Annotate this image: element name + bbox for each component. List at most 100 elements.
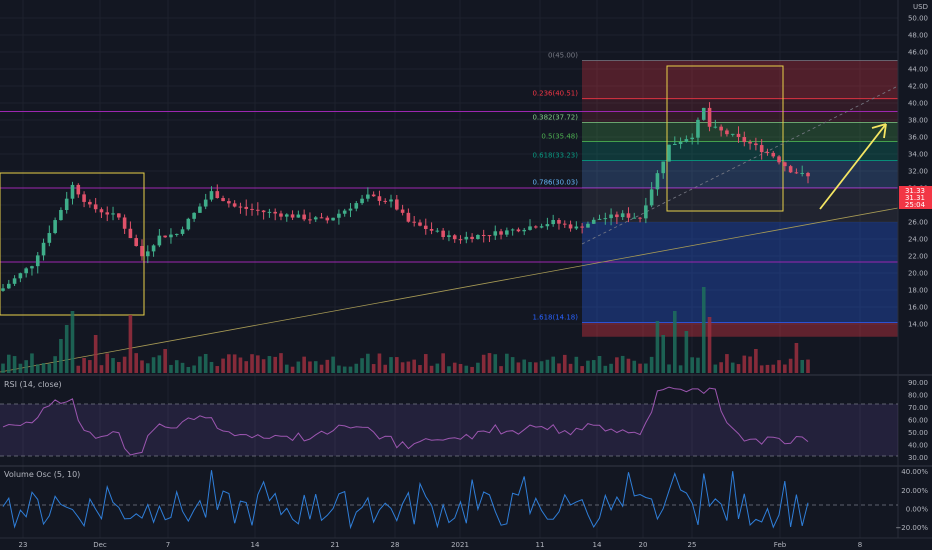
currency-label: USD bbox=[913, 3, 928, 11]
candle-body bbox=[788, 166, 793, 173]
volume-bar bbox=[35, 364, 40, 373]
volume-bar bbox=[64, 325, 69, 373]
time-tick-label: 8 bbox=[858, 541, 862, 549]
price-tick-label: 46.00 bbox=[908, 49, 928, 57]
horizontal-levels[interactable] bbox=[0, 111, 898, 263]
candle-body bbox=[516, 229, 521, 232]
price-tick-label: 32.00 bbox=[908, 168, 928, 176]
candle-body bbox=[406, 212, 411, 222]
price-tick-label: 38.00 bbox=[908, 117, 928, 125]
candle-body bbox=[244, 206, 249, 209]
candle-body bbox=[701, 107, 706, 120]
price-axis[interactable]: USD 50.00 48.00 46.00 44.00 42.00 40.00 38.00 3… bbox=[908, 3, 928, 329]
candle-body bbox=[661, 161, 666, 174]
rsi-pane[interactable]: RSI (14, close) bbox=[0, 380, 898, 457]
volume-bar bbox=[568, 363, 573, 373]
fib-zone bbox=[582, 222, 898, 323]
candle-body bbox=[313, 217, 318, 220]
candle-body bbox=[70, 184, 75, 199]
candle-body bbox=[400, 209, 405, 213]
dashed-projection-line[interactable] bbox=[581, 85, 899, 245]
volume-bar bbox=[348, 366, 353, 373]
volume-bar bbox=[342, 366, 347, 373]
rsi-axis: 90.00 80.00 70.00 60.00 50.00 40.00 30.00 bbox=[908, 379, 928, 462]
candle-body bbox=[221, 198, 225, 202]
candle-body bbox=[730, 133, 735, 135]
rsi-tick-label: 60.00 bbox=[908, 417, 928, 425]
candle-body bbox=[684, 139, 689, 142]
volume-bar bbox=[232, 354, 237, 373]
candle-body bbox=[765, 152, 770, 154]
candle-body bbox=[174, 233, 179, 235]
projection-arrow[interactable] bbox=[819, 123, 887, 210]
price-tick-label: 20.00 bbox=[908, 270, 928, 278]
volume-bar bbox=[603, 365, 608, 373]
candle-body bbox=[534, 226, 538, 228]
volume-bar bbox=[725, 354, 729, 373]
candle-body bbox=[481, 234, 486, 236]
volume-bar bbox=[198, 356, 202, 373]
candle-body bbox=[545, 224, 550, 227]
volume-osc-pane[interactable]: Volume Osc (5, 10) bbox=[0, 470, 898, 530]
candle-body bbox=[638, 217, 642, 219]
volume-bar bbox=[690, 357, 694, 373]
volume-bar bbox=[24, 360, 28, 373]
price-tick-label: 40.00 bbox=[908, 100, 928, 108]
price-badge-text: 31.31 bbox=[905, 194, 925, 202]
trend-line[interactable] bbox=[0, 207, 899, 373]
volume-bar bbox=[331, 356, 335, 373]
highlight-box-right[interactable] bbox=[666, 65, 784, 212]
rsi-tick-label: 30.00 bbox=[908, 454, 928, 462]
volume-bar bbox=[400, 362, 405, 373]
candle-body bbox=[209, 191, 214, 200]
candle-body bbox=[18, 273, 23, 279]
volume-bar bbox=[122, 356, 127, 373]
fibonacci-retracement[interactable] bbox=[582, 60, 898, 337]
volume-bar bbox=[215, 366, 220, 373]
candle-body bbox=[302, 214, 306, 220]
volume-bar bbox=[186, 366, 191, 373]
volume-bar bbox=[261, 359, 266, 373]
candle-body bbox=[64, 198, 69, 211]
candle-body bbox=[806, 172, 810, 177]
volume-bar bbox=[545, 359, 550, 373]
candle-body bbox=[418, 222, 422, 226]
volume-bar bbox=[383, 364, 388, 373]
candle-body bbox=[30, 266, 34, 269]
volume-bar bbox=[435, 363, 440, 373]
candle-body bbox=[742, 137, 747, 143]
volume-bar bbox=[423, 354, 428, 373]
candle-body bbox=[777, 156, 781, 163]
candle-body bbox=[360, 198, 364, 204]
candle-body bbox=[232, 203, 237, 207]
candle-body bbox=[493, 231, 498, 236]
candle-body bbox=[487, 235, 492, 237]
candle-body bbox=[169, 234, 173, 238]
candle-body bbox=[672, 143, 677, 145]
volume-bar bbox=[6, 354, 11, 373]
volume-bar bbox=[522, 359, 527, 373]
volume-bar bbox=[429, 365, 434, 373]
time-axis[interactable]: 23 Dec 7 14 21 28 2021 11 14 20 25 Feb 8 bbox=[19, 541, 863, 549]
volume-bar bbox=[12, 356, 17, 373]
time-tick-label: 23 bbox=[19, 541, 28, 549]
volume-bar bbox=[649, 356, 654, 373]
volume-bar bbox=[534, 362, 538, 373]
candle-body bbox=[198, 206, 202, 213]
time-tick-label: 20 bbox=[639, 541, 648, 549]
fib-label: 0(45.00) bbox=[548, 52, 578, 60]
fib-label: 0.618(33.23) bbox=[532, 152, 578, 160]
volume-bar bbox=[267, 356, 272, 373]
candle-body bbox=[24, 268, 28, 274]
volume-bar bbox=[655, 321, 660, 373]
candle-body bbox=[337, 213, 341, 218]
price-badge-text: 25:04 bbox=[905, 201, 926, 209]
candle-body bbox=[99, 209, 104, 213]
candle-body bbox=[261, 210, 266, 213]
volume-osc-title: Volume Osc (5, 10) bbox=[4, 470, 80, 479]
volume-bar bbox=[209, 361, 214, 373]
candle-body bbox=[82, 194, 86, 202]
candle-body bbox=[128, 228, 133, 239]
